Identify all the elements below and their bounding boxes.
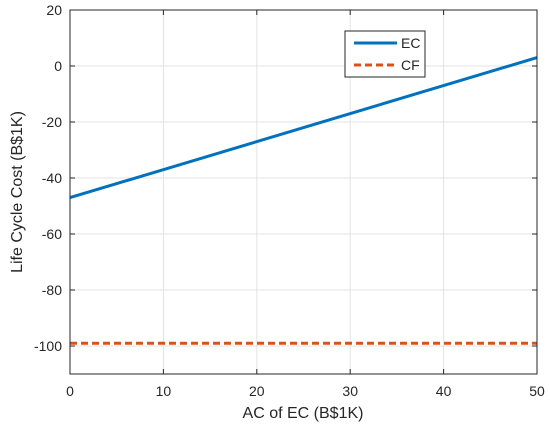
y-tick-label: -40 (42, 170, 62, 186)
x-tick-label: 50 (529, 383, 545, 399)
y-tick-label: -20 (42, 114, 62, 130)
series-lines (69, 56, 538, 345)
x-tick-label: 40 (436, 383, 452, 399)
x-tick-labels: 0 10 20 30 40 50 (66, 383, 545, 399)
legend: EC CF (344, 30, 426, 78)
x-tick-label: 0 (66, 383, 74, 399)
legend-box (344, 30, 426, 78)
x-tick-label: 20 (249, 383, 265, 399)
x-tick-label: 30 (342, 383, 358, 399)
plot-frame (69, 9, 538, 375)
legend-label-ec: EC (401, 35, 420, 51)
y-tick-label: 20 (46, 2, 62, 18)
legend-label-cf: CF (401, 57, 420, 73)
y-tick-labels: 20 0 -20 -40 -60 -80 -100 (34, 2, 62, 354)
y-axis-label: Life Cycle Cost (B$1K) (9, 111, 26, 273)
series-line-ec (69, 56, 538, 200)
y-tick-label: 0 (54, 58, 62, 74)
x-tick-label: 10 (156, 383, 172, 399)
x-axis-label: AC of EC (B$1K) (243, 405, 364, 422)
plot-area (70, 10, 537, 374)
y-tick-label: -60 (42, 226, 62, 242)
y-tick-label: -80 (42, 282, 62, 298)
axis-ticks (69, 9, 538, 374)
y-tick-label: -100 (34, 338, 62, 354)
